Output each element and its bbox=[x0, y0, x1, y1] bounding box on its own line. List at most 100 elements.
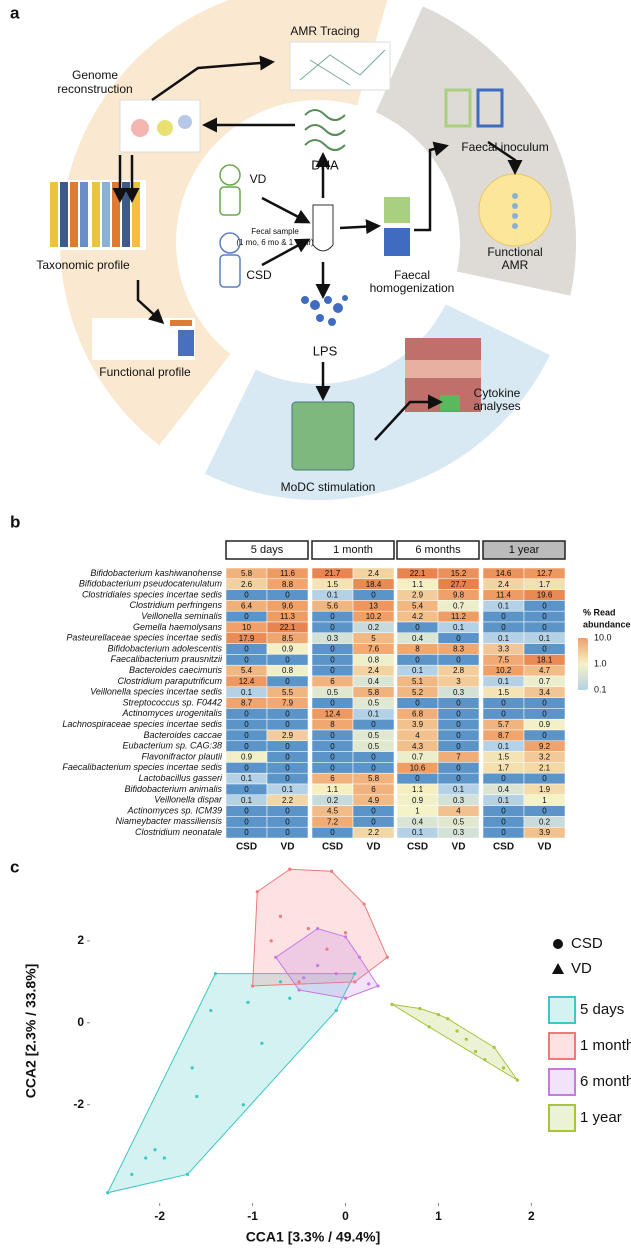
cell-value: 0 bbox=[330, 655, 335, 664]
cell-value: 15.2 bbox=[451, 569, 467, 578]
arrow bbox=[151, 55, 275, 102]
point bbox=[446, 1017, 450, 1021]
label: Faecalibacterium species incertae sedis bbox=[62, 762, 222, 772]
point bbox=[260, 1041, 264, 1045]
cell-value: 1.5 bbox=[498, 753, 510, 762]
cell-value: 8.3 bbox=[453, 645, 465, 654]
label: Veillonella dispar bbox=[154, 795, 223, 805]
cell-value: 0 bbox=[244, 591, 249, 600]
cell-value: 0.5 bbox=[368, 731, 380, 740]
cell-value: 7.6 bbox=[368, 645, 380, 654]
label: Faecal bbox=[394, 268, 430, 282]
cell-value: 1.1 bbox=[412, 580, 424, 589]
label: Faecal inoculum bbox=[461, 140, 548, 154]
cell-value: 0 bbox=[371, 807, 376, 816]
cell-value: 0 bbox=[285, 828, 290, 837]
cell-value: 4 bbox=[415, 731, 420, 740]
cell-value: 5.2 bbox=[412, 688, 424, 697]
label: VD bbox=[538, 842, 552, 853]
cell-value: 0.9 bbox=[539, 720, 551, 729]
cell-value: 0.2 bbox=[327, 796, 339, 805]
label: Lactobacillus gasseri bbox=[138, 773, 223, 783]
point bbox=[297, 988, 301, 992]
cell-value: 21.7 bbox=[325, 569, 341, 578]
cell-value: 0.1 bbox=[241, 774, 253, 783]
point bbox=[334, 972, 338, 976]
cell-value: 0.4 bbox=[368, 677, 380, 686]
cell-value: 0.1 bbox=[539, 634, 551, 643]
cell-value: 1.7 bbox=[498, 763, 510, 772]
label: Flavonifractor plautii bbox=[141, 751, 223, 761]
cell-value: 0 bbox=[542, 731, 547, 740]
label: AMR Tracing bbox=[290, 24, 359, 38]
color-bar bbox=[578, 638, 588, 690]
label: Actinomyces urogenitalis bbox=[121, 708, 222, 718]
label: 1 year bbox=[509, 544, 540, 556]
cell-value: 0 bbox=[456, 742, 461, 751]
homogenization-icon bbox=[384, 228, 410, 256]
cell-value: 11.3 bbox=[280, 612, 296, 621]
cell-value: 0 bbox=[285, 591, 290, 600]
cell-value: 9.2 bbox=[539, 742, 551, 751]
arrow bbox=[136, 280, 165, 325]
cell-value: 0 bbox=[330, 753, 335, 762]
label: analyses bbox=[473, 399, 520, 413]
label: CSD bbox=[493, 842, 514, 853]
legend-label: 6 month bbox=[580, 1073, 631, 1090]
cell-value: 0.1 bbox=[412, 666, 424, 675]
cell-value: 0.2 bbox=[539, 817, 551, 826]
label: Genome bbox=[72, 68, 118, 82]
cell-value: 6.8 bbox=[412, 709, 424, 718]
cell-value: 7.5 bbox=[498, 655, 510, 664]
cell-value: 2.4 bbox=[368, 569, 380, 578]
point bbox=[306, 927, 310, 931]
cell-value: 1.7 bbox=[539, 580, 551, 589]
point bbox=[367, 982, 371, 986]
legend-tick-label: 1.0 bbox=[594, 658, 607, 668]
cell-value: 18.1 bbox=[537, 655, 553, 664]
cell-value: 8 bbox=[415, 645, 420, 654]
point bbox=[195, 1094, 199, 1099]
genome-blob bbox=[131, 119, 149, 137]
cell-value: 0 bbox=[501, 828, 506, 837]
cell-value: 0 bbox=[456, 774, 461, 783]
point bbox=[269, 939, 273, 943]
cell-value: 5.6 bbox=[327, 601, 339, 610]
cell-value: 12.7 bbox=[537, 569, 553, 578]
taxonomic-bars bbox=[50, 182, 140, 247]
cell-value: 0 bbox=[244, 807, 249, 816]
heatmap-cell bbox=[437, 826, 480, 839]
tree-lines bbox=[299, 49, 386, 86]
cell-value: 0 bbox=[330, 699, 335, 708]
label: VD bbox=[452, 842, 466, 853]
legend-swatch bbox=[548, 1032, 576, 1060]
inoculum-icon bbox=[476, 88, 504, 128]
arrow bbox=[339, 219, 381, 235]
label: CSD bbox=[322, 842, 343, 853]
label: CSD bbox=[246, 268, 272, 282]
y-tick-label: -2 bbox=[73, 1097, 84, 1111]
y-axis-title: CCA2 [2.3% / 33.8%] bbox=[23, 964, 39, 1099]
cell-value: 0.5 bbox=[368, 742, 380, 751]
cell-value: 0 bbox=[244, 731, 249, 740]
cell-value: 0 bbox=[542, 709, 547, 718]
cell-value: 0 bbox=[415, 623, 420, 632]
point bbox=[418, 1006, 422, 1011]
cell-value: 0.8 bbox=[368, 655, 380, 664]
cell-value: 0 bbox=[501, 612, 506, 621]
point bbox=[436, 1013, 441, 1017]
label: VD bbox=[367, 842, 381, 853]
cell-value: 0.1 bbox=[453, 623, 465, 632]
label: Clostridium perfringens bbox=[129, 600, 222, 610]
point bbox=[483, 1058, 487, 1062]
label: Pasteurellaceae species incertae sedis bbox=[66, 633, 222, 643]
tube-icon bbox=[312, 204, 334, 252]
label: reconstruction bbox=[57, 82, 132, 96]
cell-value: 10.2 bbox=[496, 666, 512, 675]
cell-value: 8.8 bbox=[282, 580, 294, 589]
cell-value: 0 bbox=[330, 763, 335, 772]
point bbox=[302, 976, 306, 980]
cell-value: 3.9 bbox=[539, 828, 551, 837]
cell-value: 0.1 bbox=[412, 828, 424, 837]
point bbox=[385, 955, 389, 959]
